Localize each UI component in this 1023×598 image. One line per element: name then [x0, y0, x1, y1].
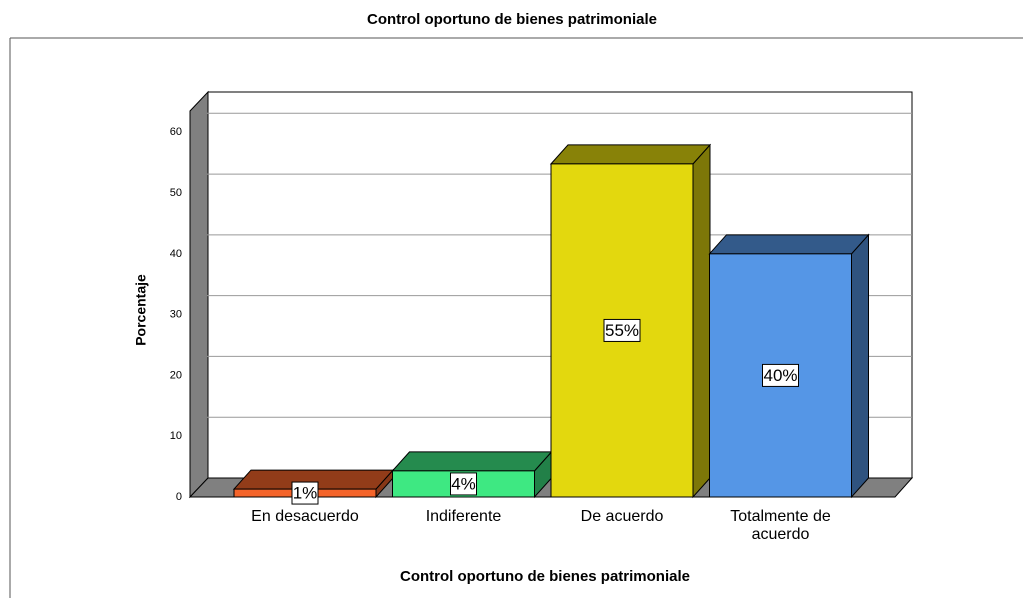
y-tick-label: 50: [170, 187, 182, 199]
bar-top: [391, 451, 553, 472]
y-tick-label: 10: [170, 430, 182, 442]
y-tick-label: 20: [170, 369, 182, 381]
value-label: 55%: [605, 321, 639, 340]
x-tick-label: Totalmente de acuerdo: [730, 508, 831, 543]
bar-top: [549, 144, 712, 165]
y-tick-label: 40: [170, 248, 182, 260]
y-tick-label: 0: [176, 491, 182, 503]
value-label-box: [762, 363, 799, 387]
value-label: 40%: [763, 366, 797, 385]
y-tick-label: 60: [170, 126, 182, 138]
value-label-box: [450, 472, 477, 496]
y-axis-title: Porcentaje: [133, 274, 149, 346]
bar-side: [692, 143, 711, 499]
x-tick-label: De acuerdo: [580, 508, 664, 525]
value-label-box: [291, 481, 319, 505]
y-tick-label: 30: [170, 309, 182, 321]
value-label-box: [603, 318, 641, 342]
x-tick-label: Indiferente: [425, 508, 502, 525]
x-axis-title: Control oportuno de bienes patrimoniale: [400, 568, 690, 585]
bar-top: [708, 234, 870, 255]
chart-title: Control oportuno de bienes patrimoniale: [367, 11, 657, 28]
left-wall: [189, 90, 209, 499]
value-label: 1%: [293, 484, 318, 503]
bar-side: [851, 233, 869, 499]
value-label: 4%: [451, 474, 476, 493]
x-tick-label: En desacuerdo: [251, 508, 359, 525]
